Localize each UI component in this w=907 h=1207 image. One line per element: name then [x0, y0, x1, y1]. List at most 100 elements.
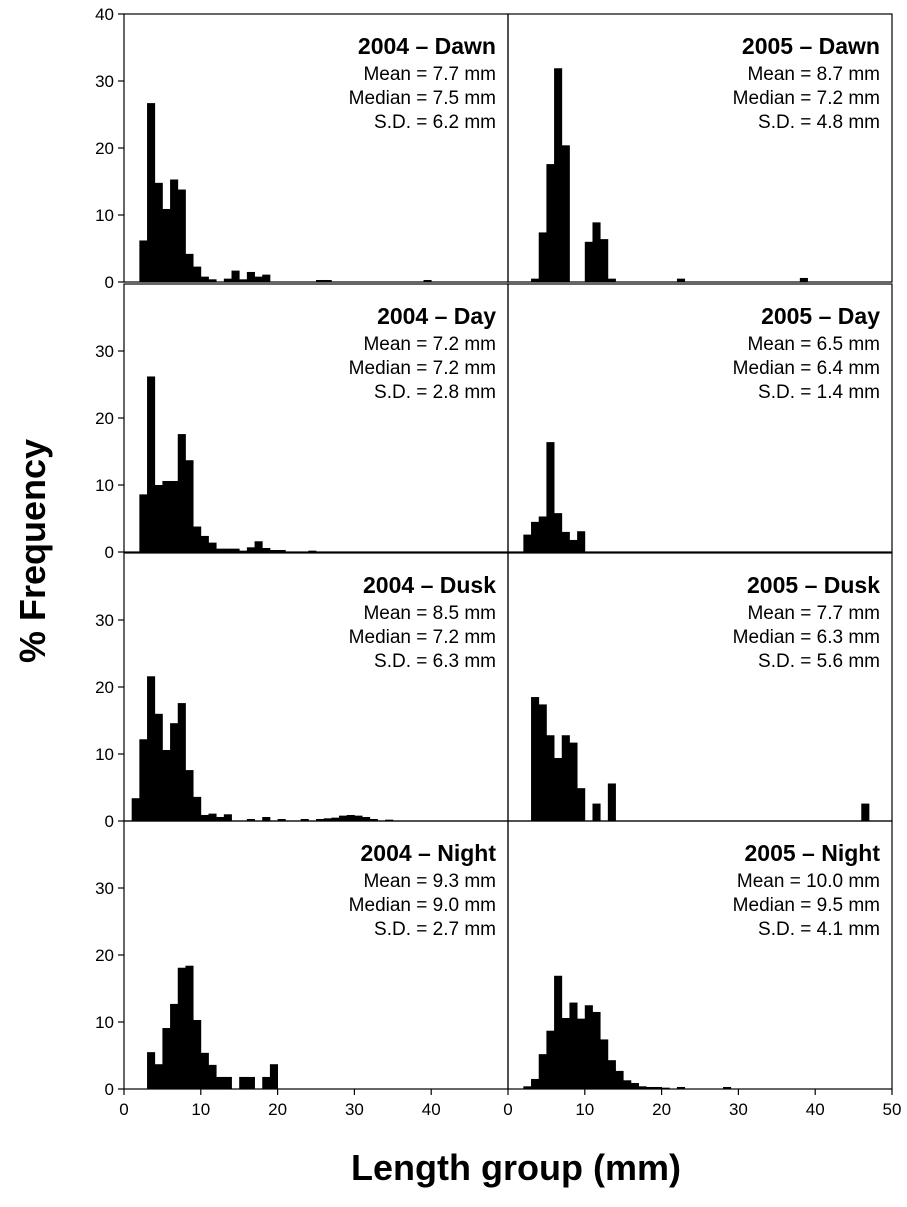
histogram-bar: [262, 274, 271, 282]
histogram-bar: [216, 548, 225, 552]
histogram-bar: [147, 1052, 156, 1089]
histogram-bar: [385, 819, 394, 821]
panel-stat: S.D. = 2.8 mm: [374, 382, 496, 403]
histogram-bar: [223, 1076, 232, 1089]
histogram-bar: [193, 1019, 202, 1089]
y-tick-label: 10: [95, 745, 114, 764]
panel-stat: Mean = 7.7 mm: [363, 64, 496, 85]
y-tick-label: 30: [95, 611, 114, 630]
histogram-bar: [170, 723, 179, 821]
histogram-bar: [577, 1018, 586, 1089]
histogram-bar: [577, 788, 586, 821]
histogram-panel: 2005 – Dusk Mean = 7.7 mm Median = 6.3 mm S…: [507, 552, 893, 822]
panel-stat: S.D. = 6.3 mm: [374, 651, 496, 672]
histogram-bar: [569, 539, 578, 552]
histogram-bar: [362, 816, 371, 821]
y-tick-label: 20: [95, 946, 114, 965]
histogram-bar: [254, 541, 263, 552]
y-tick-label: 0: [105, 1080, 114, 1099]
histogram-bar: [223, 814, 232, 821]
histogram-bar: [523, 534, 532, 552]
panel-title: 2004 – Day: [377, 303, 496, 329]
histogram-bar: [223, 548, 232, 552]
histogram-bar: [246, 271, 255, 282]
panel-stat: Median = 7.2 mm: [733, 88, 880, 109]
panel-stat: Mean = 7.7 mm: [747, 603, 880, 624]
x-tick-label: 40: [806, 1100, 825, 1119]
histogram-bar: [592, 222, 601, 282]
histogram-panel: 2004 – Day Mean = 7.2 mm Median = 7.2 mm S.…: [95, 283, 509, 562]
panel-stat: Mean = 10.0 mm: [737, 871, 880, 892]
histogram-bar: [630, 1082, 639, 1089]
histogram-bar: [615, 1070, 624, 1089]
histogram-bar: [592, 1011, 601, 1089]
y-tick-label: 30: [95, 72, 114, 91]
histogram-bar: [323, 818, 332, 821]
histogram-bar: [239, 279, 248, 282]
histogram-bar: [531, 697, 540, 821]
y-tick-label: 0: [105, 812, 114, 831]
histogram-bar: [561, 145, 570, 282]
histogram-bar: [546, 1030, 555, 1089]
histogram-bar: [185, 460, 194, 552]
panel-stat: Median = 6.4 mm: [733, 358, 880, 379]
histogram-bar: [154, 713, 163, 821]
histogram-bar: [523, 1086, 532, 1089]
y-tick-label: 20: [95, 139, 114, 158]
panel-frame: [507, 283, 893, 553]
histogram-bar: [170, 179, 179, 282]
histogram-bar: [262, 816, 271, 821]
histogram-bar: [323, 279, 332, 282]
panel-title: 2004 – Night: [361, 840, 497, 866]
histogram-bar: [423, 279, 432, 282]
histogram-bar: [339, 815, 348, 821]
panel-stat: Median = 7.5 mm: [349, 88, 496, 109]
histogram-bar: [200, 535, 209, 552]
panel-stat: Mean = 8.7 mm: [747, 64, 880, 85]
histogram-bar: [600, 1039, 609, 1089]
histogram-bar: [531, 278, 540, 282]
histogram-bar: [546, 164, 555, 282]
histogram-bar: [154, 182, 163, 282]
histogram-bar: [277, 549, 286, 552]
histogram-bar: [531, 521, 540, 552]
panel-stat: Mean = 7.2 mm: [363, 334, 496, 355]
histogram-bar: [538, 1054, 547, 1089]
histogram-bar: [316, 279, 325, 282]
histogram-bar: [546, 735, 555, 821]
histogram-bar: [308, 550, 317, 552]
histogram-bar: [607, 783, 616, 821]
histogram-bar: [246, 1076, 255, 1089]
panel-stat: Median = 7.2 mm: [349, 627, 496, 648]
histogram-bar: [569, 742, 578, 821]
panel-stat: S.D. = 1.4 mm: [758, 382, 880, 403]
histogram-bar: [354, 815, 363, 821]
y-tick-label: 30: [95, 879, 114, 898]
histogram-bar: [676, 278, 686, 282]
histogram-bar: [231, 548, 240, 552]
histogram-bar: [147, 376, 156, 552]
histogram-bar: [208, 1064, 217, 1089]
histogram-bar: [538, 232, 547, 282]
panel-grid: 2004 – Dawn Mean = 7.7 mm Median = 7.5 mm S…: [95, 5, 901, 1119]
histogram-bar: [216, 816, 225, 821]
panel-stat: Mean = 8.5 mm: [363, 603, 496, 624]
histogram-bar: [584, 241, 593, 282]
x-tick-label: 20: [268, 1100, 287, 1119]
panel-stat: Median = 6.3 mm: [733, 627, 880, 648]
y-tick-label: 30: [95, 342, 114, 361]
histogram-bar: [185, 770, 194, 821]
histogram-bar: [154, 1064, 163, 1089]
y-axis-label: % Frequency: [12, 439, 53, 663]
histogram-bar: [316, 818, 325, 821]
histogram-bar: [561, 1017, 570, 1089]
y-tick-label: 10: [95, 476, 114, 495]
panel-frame: [507, 13, 893, 283]
histogram-bar: [231, 270, 240, 282]
histogram-bar: [554, 758, 563, 821]
histogram-bar: [185, 253, 194, 282]
histogram-bar: [262, 547, 271, 552]
panel-stat: Mean = 9.3 mm: [363, 871, 496, 892]
y-tick-label: 0: [105, 543, 114, 562]
